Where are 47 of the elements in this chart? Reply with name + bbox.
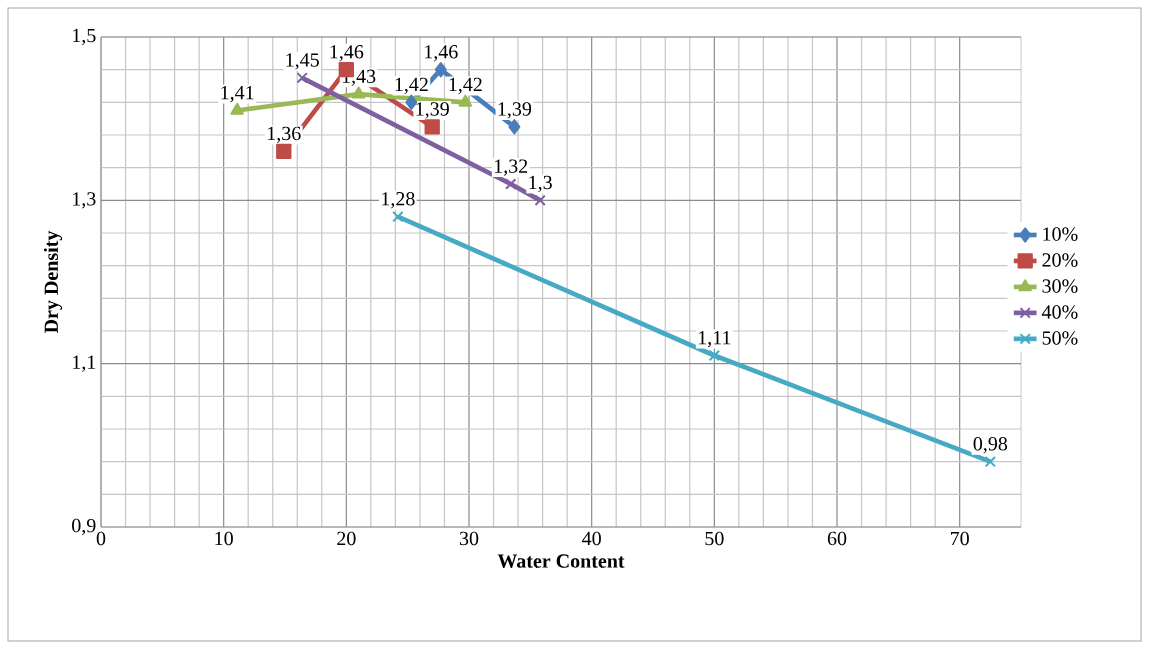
- point: [424, 119, 440, 135]
- point: [392, 210, 404, 223]
- point: [351, 86, 366, 99]
- point: [276, 143, 292, 159]
- data-label: 1,11: [698, 330, 731, 348]
- x-tick-label: 30: [459, 531, 479, 546]
- x-tick-label: 0: [96, 531, 106, 546]
- y-tick-label: 1,5: [73, 28, 96, 46]
- point: [434, 62, 447, 78]
- point: [296, 72, 308, 84]
- data-label: 1,39: [498, 102, 532, 119]
- legend-label: 10%: [1043, 227, 1078, 241]
- y-tick-label: 1,3: [73, 192, 96, 209]
- point: [508, 119, 521, 135]
- data-label: 1,3: [529, 175, 552, 193]
- legend-label: 20%: [1042, 253, 1078, 267]
- data-label: 1,39: [416, 102, 449, 119]
- data-label: 1,42: [449, 77, 482, 95]
- y-tick-label: 1,1: [73, 355, 96, 372]
- data-label: 1,42: [395, 77, 428, 95]
- x-tick-label: 20: [337, 531, 356, 546]
- data-label: 1,28: [382, 192, 415, 209]
- data-label: 1,36: [268, 126, 301, 144]
- legend-label: 50%: [1042, 331, 1078, 345]
- x-tick-label: 70: [951, 531, 969, 546]
- data-label: 1,46: [330, 45, 364, 62]
- x-tick-label: 40: [582, 531, 601, 546]
- data-label: 0,98: [973, 437, 1008, 454]
- point: [505, 178, 517, 190]
- x-tick-label: 50: [705, 531, 724, 546]
- y-tick-label: 0,9: [72, 518, 96, 536]
- point: [708, 349, 721, 362]
- x-tick-label: 10: [215, 531, 233, 546]
- data-label: 1,32: [494, 159, 528, 176]
- point: [405, 94, 418, 110]
- legend-label: 40%: [1041, 305, 1078, 319]
- x-tick-label: 60: [827, 531, 847, 546]
- data-label: 1,45: [286, 53, 319, 70]
- data-label: 1,46: [425, 45, 458, 62]
- y-axis-title: Dry Density: [43, 230, 63, 334]
- legend-label: 30%: [1042, 279, 1078, 293]
- point: [984, 455, 997, 468]
- point: [230, 102, 244, 115]
- x-axis-title: Water Content: [497, 554, 625, 568]
- point: [458, 94, 473, 107]
- data-label: 1,41: [221, 85, 254, 103]
- point: [534, 194, 546, 207]
